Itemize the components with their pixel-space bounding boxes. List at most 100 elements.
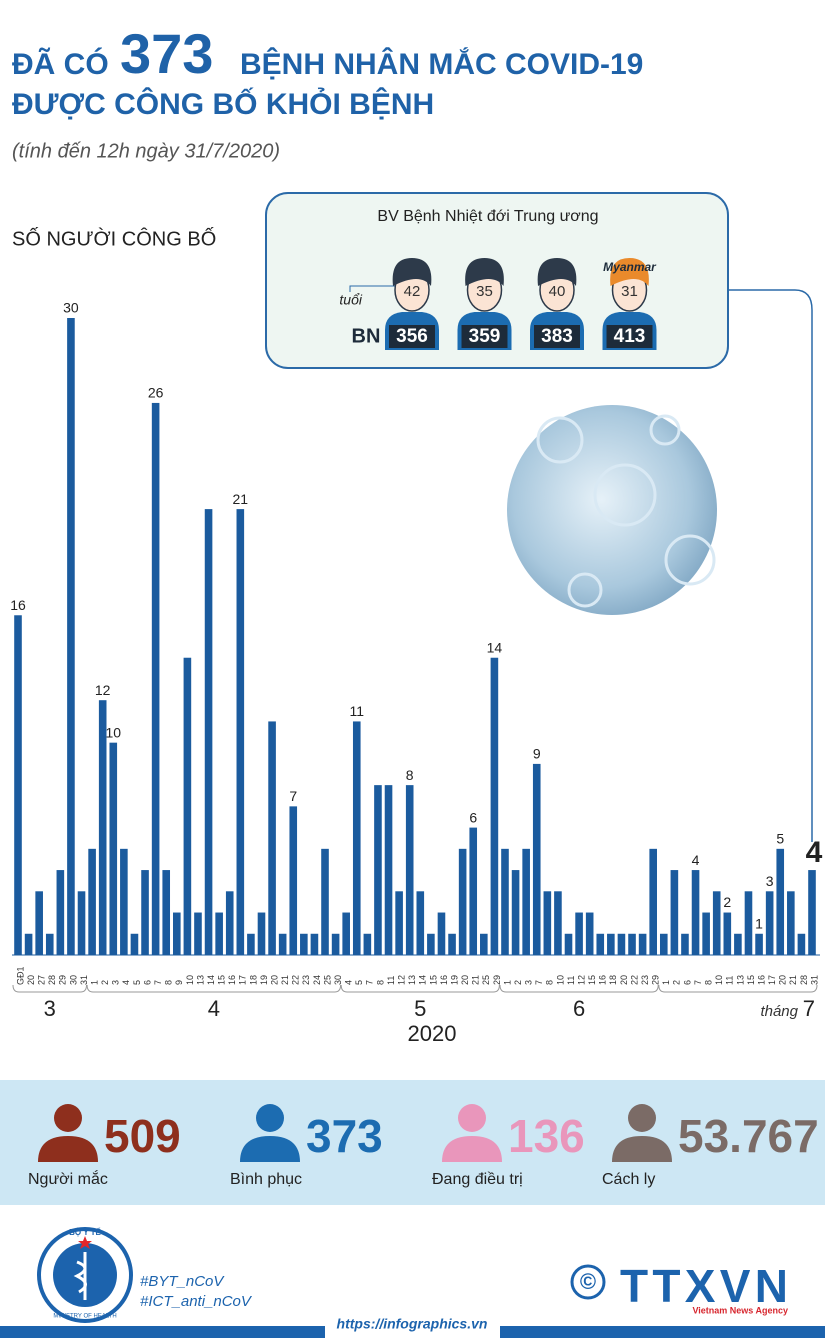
bar (638, 933, 647, 955)
bar (649, 848, 657, 955)
stat-value: 509 (104, 1110, 181, 1162)
age-pointer (349, 285, 400, 292)
bar (808, 870, 816, 955)
bar (67, 318, 75, 955)
bar (670, 870, 679, 955)
patient-hair (465, 258, 504, 286)
connector-line (728, 289, 813, 842)
patient-id-box (461, 325, 508, 348)
bar (141, 870, 149, 955)
bar (352, 721, 361, 955)
x-tick-label: 21 (471, 975, 481, 985)
value-label: 3 (766, 873, 774, 889)
value-label: 21 (233, 491, 249, 507)
copyright: © (580, 1269, 596, 1294)
bar (596, 933, 605, 955)
bar (310, 933, 319, 955)
x-tick-label: 7 (153, 980, 163, 985)
bar (585, 912, 594, 955)
stat-label: Đang điều trị (432, 1171, 523, 1188)
x-tick-label: 7 (365, 980, 375, 985)
bar (88, 848, 96, 955)
agency-logo: TTXVN (620, 1260, 788, 1312)
title-suffix: BỆNH NHÂN MẮC COVID-19 (240, 47, 643, 81)
virus-image (507, 405, 717, 615)
bar (575, 912, 583, 955)
bar (723, 912, 732, 955)
title-line2: ĐƯỢC CÔNG BỐ KHỎI BỆNH (12, 87, 434, 121)
bar (130, 933, 139, 955)
bar (490, 657, 499, 955)
x-tick-label: 13 (407, 975, 417, 985)
x-tick-label: 8 (545, 980, 555, 985)
x-tick-label: 2 (513, 980, 523, 985)
bar (659, 933, 668, 955)
x-tick-label: 8 (704, 980, 714, 985)
x-tick-label: 31 (79, 975, 89, 985)
x-tick-label: 4 (344, 980, 354, 985)
stat-label: Cách ly (602, 1171, 655, 1188)
x-tick-label: 17 (767, 975, 777, 985)
y-axis-label: SỐ NGƯỜI CÔNG BỐ (12, 226, 216, 250)
x-tick-label: 10 (714, 975, 724, 985)
x-tick-label: 27 (37, 975, 47, 985)
bar (480, 933, 488, 955)
x-tick-label: 20 (26, 975, 36, 985)
bar (797, 933, 806, 955)
stat-value: 373 (306, 1110, 383, 1162)
x-tick-label: 4 (121, 980, 131, 985)
month-bracket (86, 984, 342, 993)
bar (183, 657, 192, 955)
bar (268, 721, 276, 955)
bar (607, 933, 615, 955)
bar (511, 870, 520, 955)
value-label: 2 (723, 894, 731, 910)
x-tick-label: 25 (322, 975, 332, 985)
x-tick-label: 18 (248, 975, 258, 985)
bar (194, 912, 202, 955)
bar (543, 891, 552, 955)
x-tick-label: 12 (396, 975, 406, 985)
bar (532, 763, 541, 955)
x-tick-label: 1 (89, 980, 99, 985)
x-tick-label: 31 (809, 975, 819, 985)
ministry-name: BỘ Y TẾ (69, 1227, 101, 1237)
x-tick-label: 18 (608, 975, 618, 985)
bar (776, 848, 785, 955)
bar (734, 933, 742, 955)
virus-decoration (536, 414, 716, 608)
x-tick-label: 1 (661, 980, 671, 985)
x-tick-label: 15 (587, 975, 597, 985)
patient-id: 413 (614, 326, 646, 347)
bar (617, 933, 626, 955)
x-tick-label: 5 (132, 980, 142, 985)
x-tick-label: 14 (418, 975, 428, 985)
month-label: 4 (208, 996, 220, 1021)
month-label: 6 (573, 996, 585, 1021)
subtitle: (tính đến 12h ngày 31/7/2020) (12, 140, 280, 162)
stat-label: Người mắc (28, 1169, 108, 1188)
stat-icon-body (240, 1136, 300, 1162)
bar (787, 891, 795, 955)
patient-id: 359 (469, 326, 501, 347)
bar (416, 891, 425, 955)
month-bracket (658, 984, 818, 993)
x-tick-label: 3 (524, 980, 534, 985)
x-tick-label: 11 (725, 976, 735, 985)
bar (331, 933, 340, 955)
bar (247, 933, 255, 955)
bar (765, 891, 774, 955)
bar (374, 785, 382, 955)
x-tick-label: GĐ1 (15, 966, 25, 985)
x-tick-label: 13 (195, 975, 205, 985)
month-label: 3 (44, 996, 56, 1021)
x-tick-label: 20 (778, 975, 788, 985)
hashtag: #BYT_nCoV (140, 1273, 225, 1290)
x-tick-label: 29 (651, 975, 661, 985)
value-label: 4 (692, 852, 700, 868)
patient-age: 31 (621, 283, 638, 300)
x-tick-label: 29 (492, 975, 502, 985)
stat-label: Bình phục (230, 1171, 302, 1188)
month-label: 5 (414, 996, 426, 1021)
